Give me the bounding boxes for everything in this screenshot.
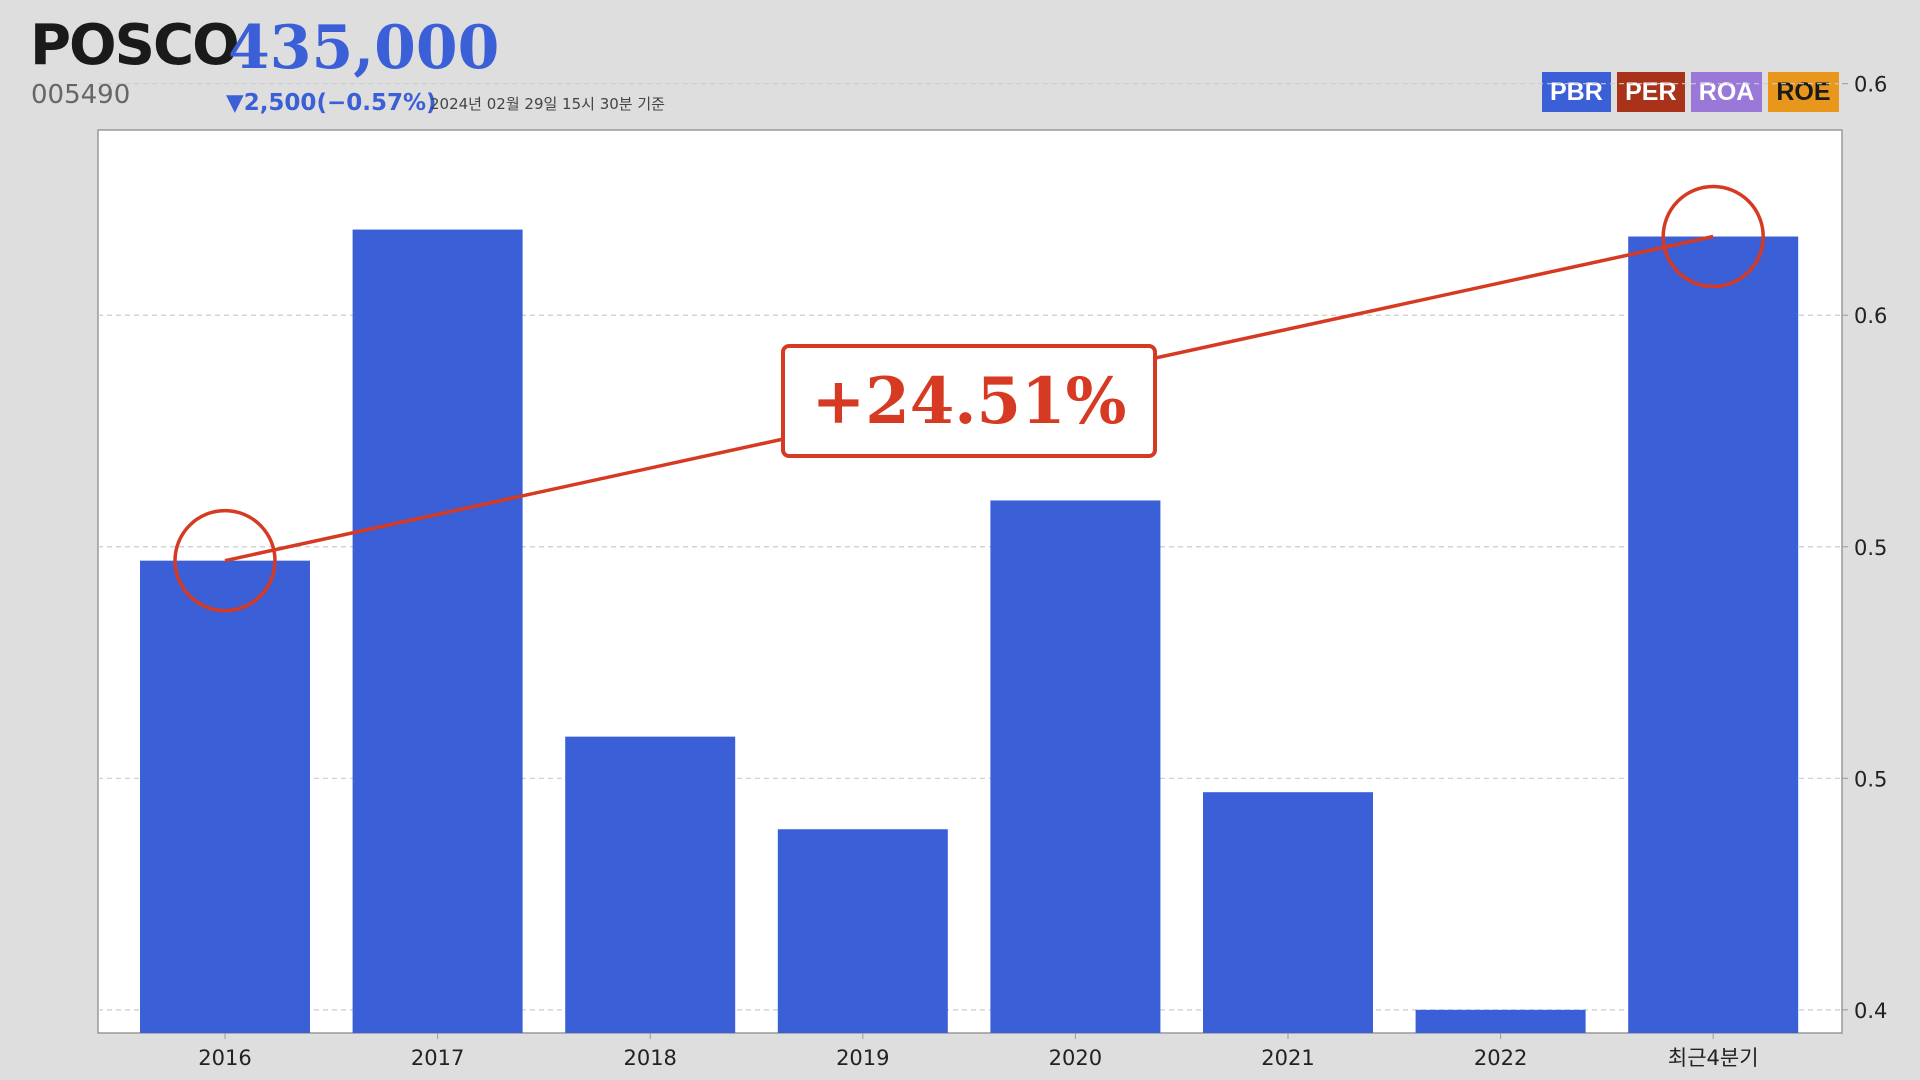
stock-price: 435,000 (228, 13, 500, 83)
x-tick-label: 2022 (1474, 1046, 1527, 1070)
y-tick-label: 0.6 (1854, 304, 1887, 328)
bar-2021 (1203, 792, 1373, 1033)
timestamp: 2024년 02월 29일 15시 30분 기준 (430, 95, 665, 113)
tab-per[interactable]: PER (1616, 72, 1685, 112)
tab-pbr[interactable]: PBR (1542, 72, 1611, 112)
end-circle (1661, 184, 1765, 289)
bar-2017 (352, 229, 523, 1034)
stock-code: 005490 (31, 80, 131, 110)
bar-2019 (777, 829, 948, 1033)
bar-2022 (1415, 1009, 1586, 1033)
y-tick-label: 0.6 (1854, 73, 1887, 97)
x-tick-label: 2020 (1049, 1046, 1102, 1070)
x-tick-label: 2016 (198, 1046, 251, 1070)
x-tick-label: 2018 (623, 1046, 676, 1070)
company-name: POSCO (30, 13, 240, 78)
bar-2020 (990, 500, 1161, 1033)
x-tick-label: 2017 (411, 1046, 464, 1070)
x-tick-label: 2021 (1261, 1046, 1314, 1070)
x-tick-label: 최근4분기 (1668, 1046, 1759, 1070)
tab-roe[interactable]: ROE (1768, 72, 1839, 112)
metric-tabs: PBR PER ROA ROE (1542, 72, 1839, 112)
x-tick-label: 2019 (836, 1046, 889, 1070)
y-tick-label: 0.5 (1854, 767, 1887, 791)
bar-최근4분기 (1628, 236, 1799, 1033)
growth-callout: +24.51% (781, 344, 1157, 458)
tab-roa[interactable]: ROA (1690, 72, 1763, 112)
y-tick-label: 0.4 (1854, 999, 1887, 1023)
start-circle (173, 508, 277, 613)
y-tick-label: 0.5 (1854, 536, 1887, 560)
price-change: ▼2,500(−0.57%) (226, 90, 437, 116)
bar-2016 (140, 560, 310, 1033)
bar-2018 (565, 736, 736, 1033)
